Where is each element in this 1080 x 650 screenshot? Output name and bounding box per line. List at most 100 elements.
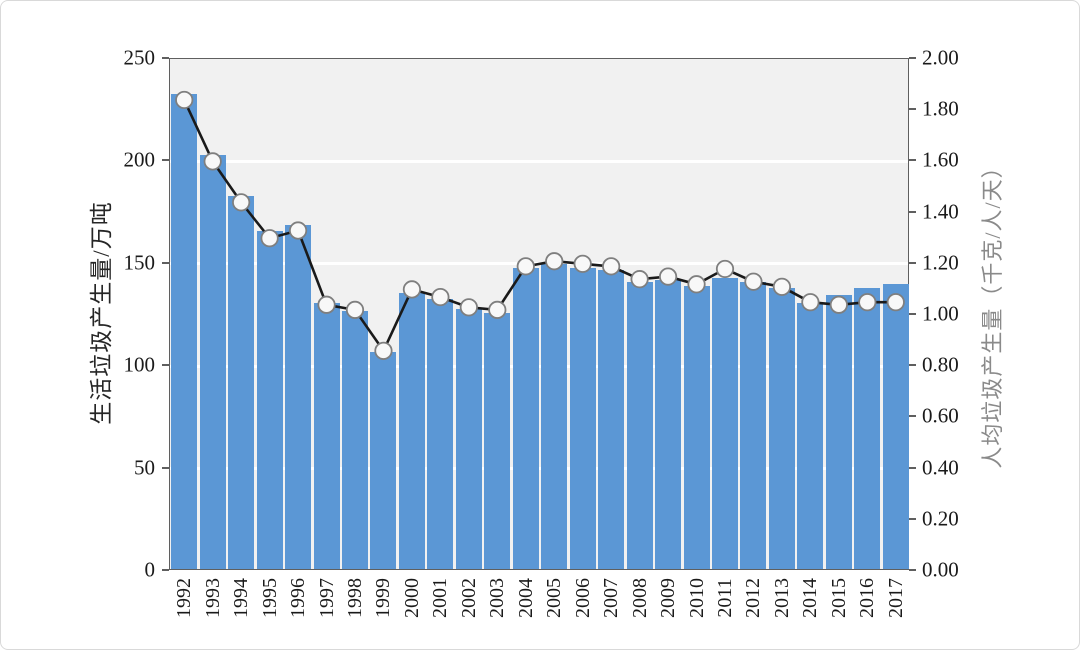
bar-1992	[171, 93, 198, 569]
line-point-1993	[203, 152, 222, 171]
bar-2017	[882, 284, 909, 569]
left-tick-label-100: 100	[123, 352, 156, 377]
right-tick-1.60	[909, 159, 916, 162]
x-tick-label-1999: 1999	[372, 578, 395, 618]
line-series-layer	[175, 90, 905, 360]
line-point-1999	[374, 341, 393, 360]
line-point-2001	[431, 287, 450, 307]
line-point-2000	[402, 280, 422, 299]
right-axis-title: 人均垃圾产生量（千克/人/天）	[980, 155, 1005, 469]
right-tick-0.20	[909, 517, 916, 520]
right-tick-label-0.80: 0.80	[922, 352, 959, 377]
left-tick-label-150: 150	[123, 250, 156, 275]
x-tick-label-2011: 2011	[714, 578, 736, 618]
bar-2007	[598, 270, 625, 569]
line-point-2005	[545, 252, 564, 271]
bar-2011	[712, 278, 738, 569]
gridline-50	[170, 467, 908, 471]
line-point-2003	[488, 300, 507, 319]
x-tick-label-2008: 2008	[628, 578, 651, 618]
bar-2013	[768, 288, 795, 569]
line-point-2006	[573, 254, 592, 273]
x-tick-label-2002: 2002	[457, 578, 480, 618]
right-tick-0.00	[909, 569, 916, 571]
right-tick-1.00	[909, 313, 916, 315]
x-tick-label-2015: 2015	[827, 578, 850, 618]
bar-2000	[398, 292, 425, 569]
bar-2003	[484, 313, 511, 569]
right-tick-label-1.00: 1.00	[922, 301, 959, 326]
line-point-2014	[801, 293, 820, 312]
line-point-2008	[630, 270, 649, 289]
x-tick-label-2012: 2012	[742, 578, 765, 618]
left-tick-250	[162, 57, 169, 59]
bar-1998	[342, 310, 368, 569]
bar-1994	[228, 196, 255, 569]
bar-2016	[854, 288, 881, 569]
left-tick-label-0: 0	[144, 557, 156, 582]
left-tick-150	[162, 261, 169, 264]
line-point-1996	[288, 221, 308, 240]
bar-2010	[683, 286, 710, 569]
left-tick-label-200: 200	[123, 147, 156, 172]
x-tick-label-1997: 1997	[315, 578, 338, 618]
x-tick-label-2017: 2017	[884, 578, 907, 618]
right-tick-1.20	[909, 261, 916, 264]
line-point-2016	[858, 293, 877, 312]
x-tick-label-1993: 1993	[201, 578, 224, 618]
gridline-100	[170, 364, 908, 368]
bar-2006	[569, 267, 596, 569]
right-tick-0.80	[909, 364, 916, 367]
line-point-2007	[602, 257, 621, 276]
bar-1996	[285, 224, 312, 569]
right-tick-label-0.20: 0.20	[922, 506, 959, 531]
right-tick-label-1.20: 1.20	[922, 250, 959, 275]
line-point-1995	[260, 229, 279, 248]
x-tick-label-1992: 1992	[173, 578, 196, 618]
right-tick-label-0.60: 0.60	[922, 403, 959, 428]
x-tick-label-2016: 2016	[856, 578, 879, 618]
right-tick-0.60	[909, 415, 916, 418]
left-tick-0	[162, 569, 169, 571]
left-tick-label-250: 250	[123, 45, 156, 70]
x-tick-label-1994: 1994	[230, 578, 253, 618]
x-tick-label-1996: 1996	[287, 578, 310, 618]
bar-2001	[427, 298, 454, 569]
x-tick-label-2014: 2014	[799, 578, 822, 618]
right-tick-1.80	[909, 108, 916, 111]
line-point-1998	[345, 300, 365, 319]
x-tick-label-1995: 1995	[258, 578, 281, 618]
bar-1997	[313, 302, 340, 569]
line-point-2017	[886, 293, 905, 312]
right-tick-label-2.00: 2.00	[922, 45, 959, 70]
x-tick-label-2007: 2007	[600, 578, 623, 618]
bar-2009	[655, 280, 682, 569]
line-point-1994	[232, 193, 251, 212]
line-point-1992	[175, 90, 194, 110]
line-point-2013	[772, 277, 792, 296]
bar-1999	[370, 351, 397, 569]
plot-area	[169, 58, 909, 570]
x-tick-label-2000: 2000	[400, 578, 423, 618]
right-tick-0.40	[909, 466, 916, 469]
line-point-2011	[715, 259, 735, 279]
bar-2005	[541, 263, 568, 569]
line-point-2015	[829, 295, 848, 314]
right-tick-label-1.80: 1.80	[922, 96, 959, 121]
left-axis-title: 生活垃圾产生量/万吨	[89, 201, 114, 425]
bar-2014	[797, 302, 824, 569]
x-tick-label-2003: 2003	[486, 578, 509, 618]
x-tick-label-1998: 1998	[344, 578, 366, 618]
x-tick-label-2006: 2006	[571, 578, 594, 618]
left-tick-200	[162, 159, 169, 162]
x-tick-label-2005: 2005	[543, 578, 566, 618]
bar-1995	[256, 231, 283, 569]
left-tick-100	[162, 364, 169, 367]
line-point-2004	[516, 257, 535, 276]
right-tick-1.40	[909, 210, 916, 213]
gridline-200	[170, 159, 908, 163]
right-tick-label-1.60: 1.60	[922, 147, 959, 172]
line-point-1997	[317, 295, 336, 314]
line-point-2012	[744, 272, 763, 291]
